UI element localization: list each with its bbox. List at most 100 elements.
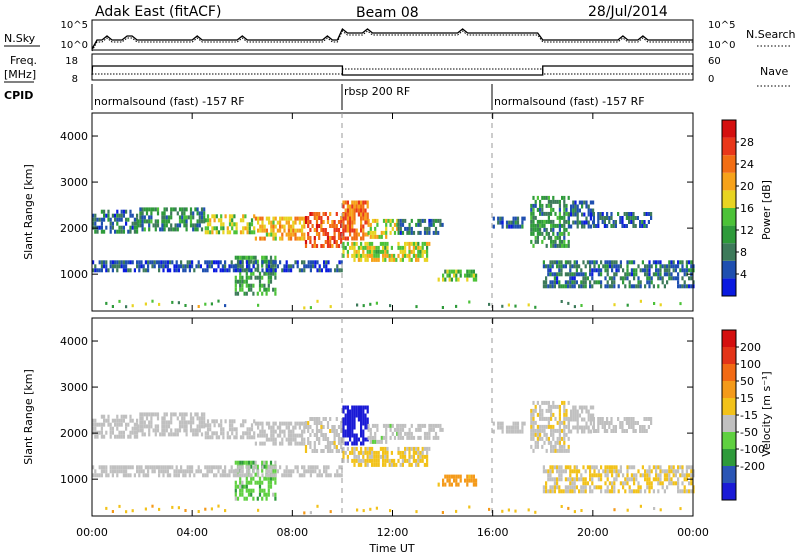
xtick-label: 04:00 xyxy=(176,526,208,539)
power-cell xyxy=(572,200,575,205)
power-cell xyxy=(553,260,556,265)
power-cell xyxy=(558,223,561,228)
power-cell xyxy=(543,223,546,228)
power-cell xyxy=(139,223,142,228)
velocity-cell xyxy=(389,423,392,428)
power-cell xyxy=(256,259,259,264)
power-cell xyxy=(366,253,369,258)
power-cell xyxy=(497,220,500,225)
velocity-cell xyxy=(603,425,606,429)
power-cell xyxy=(423,230,427,235)
power-cell xyxy=(344,200,347,205)
velocity-cell xyxy=(552,424,555,429)
power-cell xyxy=(362,236,365,241)
power-cell xyxy=(151,260,154,265)
power-cell xyxy=(245,255,248,260)
velocity-cell xyxy=(139,412,142,417)
velocity-cell xyxy=(366,450,369,455)
power-cell xyxy=(362,200,365,205)
velocity-cell xyxy=(567,477,570,482)
power-cell xyxy=(313,240,316,244)
velocity-cell xyxy=(346,405,349,410)
velocity-cell xyxy=(247,492,251,497)
power-cell xyxy=(374,230,377,235)
velocity-cell xyxy=(183,416,186,421)
power-cell xyxy=(166,264,169,269)
velocity-cell xyxy=(344,405,347,410)
velocity-cell xyxy=(633,465,636,470)
velocity-cell xyxy=(362,441,365,446)
velocity-cell xyxy=(565,412,568,417)
velocity-cell xyxy=(263,441,266,446)
power-cell xyxy=(111,264,114,269)
power-cell xyxy=(659,260,662,265)
xtick-label: 00:00 xyxy=(677,526,709,539)
velocity-cell xyxy=(530,412,533,417)
power-cell xyxy=(601,212,604,216)
velocity-cell xyxy=(415,458,418,463)
power-cell xyxy=(380,230,383,235)
power-cell xyxy=(426,241,429,246)
power-cell xyxy=(250,255,253,260)
power-cell xyxy=(617,268,620,273)
power-cell xyxy=(681,284,684,289)
power-cell xyxy=(556,215,559,220)
velocity-cell xyxy=(644,469,647,474)
velocity-cell xyxy=(539,428,542,433)
power-cell xyxy=(220,218,223,223)
power-cell xyxy=(165,207,168,212)
velocity-cell xyxy=(410,454,413,459)
velocity-cell xyxy=(584,481,587,486)
power-cell xyxy=(151,299,154,303)
velocity-cell xyxy=(250,492,253,497)
power-cell xyxy=(268,268,271,273)
power-cell xyxy=(382,245,385,250)
power-cell xyxy=(136,264,139,269)
velocity-cell xyxy=(501,509,504,513)
power-cell xyxy=(322,244,325,248)
power-cell xyxy=(426,253,429,258)
power-cell xyxy=(404,245,407,250)
velocity-cell xyxy=(556,440,559,445)
velocity-cell xyxy=(385,439,388,444)
power-cell xyxy=(170,227,173,232)
velocity-cell xyxy=(94,469,97,474)
velocity-cell xyxy=(571,485,574,490)
velocity-cell xyxy=(626,508,629,512)
velocity-cell xyxy=(261,488,264,493)
power-cell xyxy=(150,211,153,216)
velocity-cell xyxy=(105,430,108,435)
power-cell xyxy=(558,284,561,289)
velocity-cell xyxy=(446,478,449,483)
power-cell xyxy=(366,204,369,209)
power-cell xyxy=(206,214,210,219)
power-cell xyxy=(550,207,553,212)
power-cell xyxy=(397,226,400,231)
power-cell xyxy=(252,291,255,296)
power-cell xyxy=(148,215,151,220)
power-cell xyxy=(248,230,251,235)
power-cell xyxy=(351,224,354,229)
colorbar-segment xyxy=(722,278,736,296)
power-cell xyxy=(298,236,301,241)
velocity-cell xyxy=(390,462,393,467)
velocity-cell xyxy=(318,441,321,445)
velocity-cell xyxy=(574,425,577,430)
power-cell xyxy=(536,239,539,244)
velocity-cell xyxy=(600,477,603,482)
power-cell xyxy=(305,264,308,269)
velocity-cell xyxy=(626,465,629,470)
velocity-cell xyxy=(619,465,622,470)
power-cell xyxy=(561,215,564,220)
power-colorbar-tick: 12 xyxy=(740,224,754,237)
velocity-cell xyxy=(351,405,354,410)
velocity-cell xyxy=(360,450,363,455)
power-cell xyxy=(610,224,613,228)
velocity-cell xyxy=(184,509,187,512)
velocity-cell xyxy=(556,404,559,409)
power-cell xyxy=(589,224,592,229)
power-cell xyxy=(626,303,629,307)
velocity-cell xyxy=(391,423,394,428)
power-cell xyxy=(501,220,504,225)
power-cell xyxy=(626,268,629,273)
